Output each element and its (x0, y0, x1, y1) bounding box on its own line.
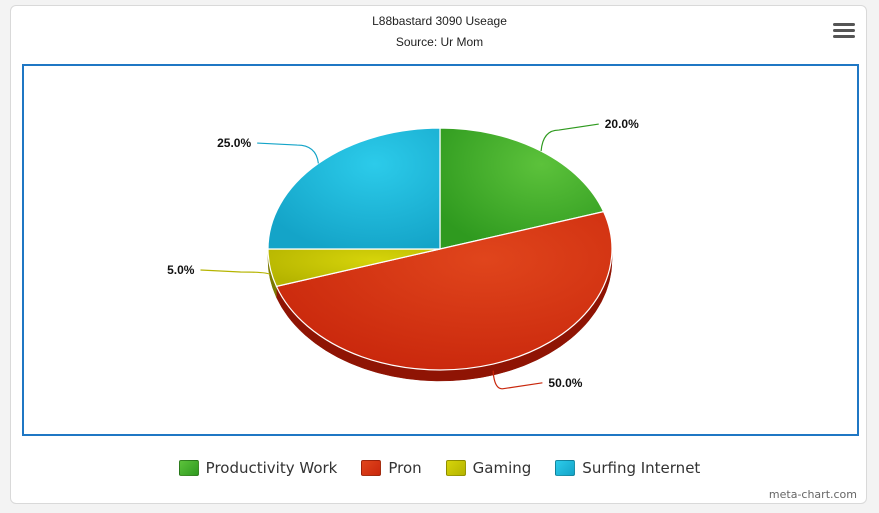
hamburger-menu-icon[interactable] (830, 20, 858, 44)
legend-label: Productivity Work (205, 459, 338, 477)
data-label: 5.0% (167, 263, 195, 277)
data-label: 50.0% (548, 376, 582, 390)
connector-line (200, 269, 271, 276)
legend-label: Surfing Internet (582, 459, 701, 477)
legend-swatch (178, 460, 199, 476)
menu-bar (833, 23, 855, 26)
plot-area (22, 64, 859, 436)
legend-swatch (361, 460, 382, 476)
menu-bar (833, 29, 855, 32)
pie-slice-surfing-internet[interactable] (267, 127, 441, 250)
connector-line (257, 142, 319, 164)
legend-item[interactable]: Gaming (445, 459, 532, 477)
menu-bar (833, 35, 855, 38)
chart-title: L88bastard 3090 Useage (372, 14, 507, 28)
connector-line (492, 370, 543, 390)
legend-label: Gaming (472, 459, 532, 477)
chart-subtitle: Source: Ur Mom (395, 35, 484, 49)
credit-text: meta-chart.com (768, 488, 857, 501)
legend: Productivity Work Pron Gaming Surfing Inter… (0, 455, 879, 481)
legend-item[interactable]: Surfing Internet (555, 459, 700, 477)
legend-label: Pron (388, 459, 422, 477)
data-label: 20.0% (605, 117, 639, 131)
legend-swatch (445, 460, 466, 476)
connector-line (540, 123, 599, 152)
data-label: 25.0% (217, 136, 251, 150)
legend-item[interactable]: Pron (361, 459, 422, 477)
legend-item[interactable]: Productivity Work (178, 459, 338, 477)
legend-swatch (555, 460, 576, 476)
pie-slice-pron[interactable] (275, 211, 613, 371)
